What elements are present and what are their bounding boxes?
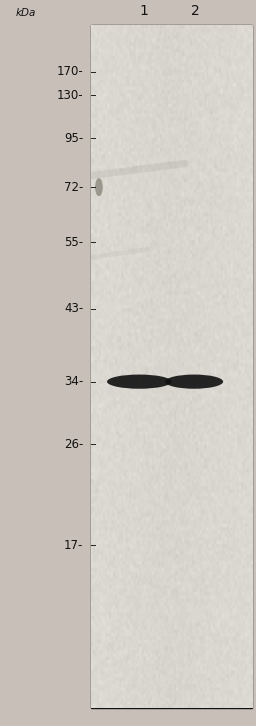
Text: 130-: 130-: [57, 89, 83, 102]
Text: 170-: 170-: [57, 65, 83, 78]
Text: 34-: 34-: [64, 375, 83, 388]
Text: 2: 2: [191, 4, 200, 18]
Polygon shape: [91, 160, 188, 179]
Ellipse shape: [95, 178, 103, 196]
Text: 95-: 95-: [64, 131, 83, 144]
Text: 1: 1: [140, 4, 148, 18]
Text: 43-: 43-: [64, 302, 83, 315]
Text: 26-: 26-: [64, 438, 83, 451]
Text: 72-: 72-: [64, 181, 83, 194]
Bar: [91, 25, 252, 708]
Text: 55-: 55-: [64, 236, 83, 249]
Text: kDa: kDa: [15, 8, 36, 18]
Text: 17-: 17-: [64, 539, 83, 552]
Ellipse shape: [165, 375, 223, 388]
Polygon shape: [91, 247, 150, 260]
Ellipse shape: [107, 375, 172, 388]
